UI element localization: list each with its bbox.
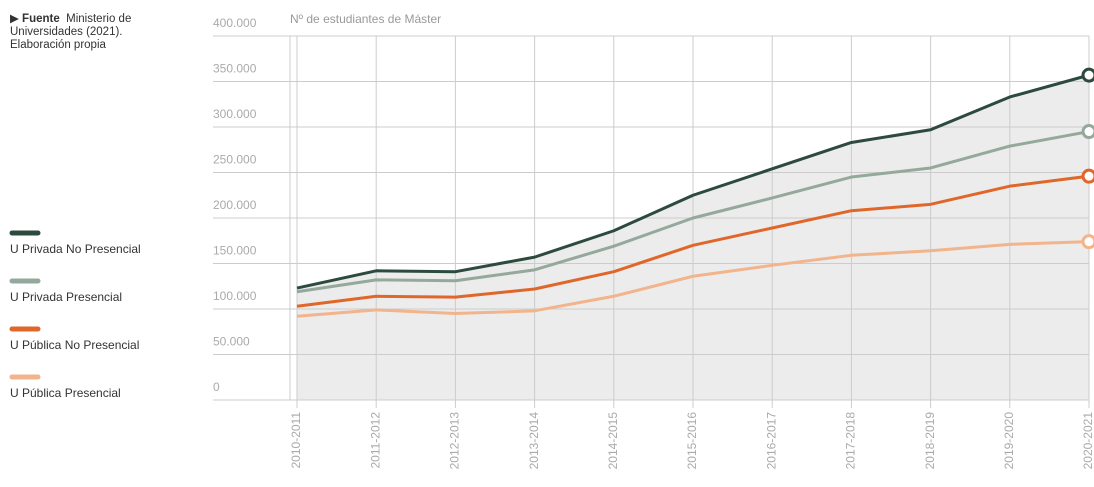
end-marker	[1081, 234, 1094, 250]
y-tick-label: 0	[213, 380, 220, 394]
x-tick-label: 2019-2020	[1002, 412, 1016, 470]
y-tick-label: 300.000	[213, 107, 257, 121]
legend-label: U Pública No Presencial	[10, 338, 139, 352]
source-text: Ministerio de Universidades (2021). Elab…	[10, 13, 132, 51]
y-tick-label: 350.000	[213, 62, 257, 76]
series-line	[296, 240, 1090, 318]
y-tick-label: 100.000	[213, 289, 257, 303]
legend-label: U Privada No Presencial	[10, 242, 141, 256]
x-tick-label: 2010-2011	[289, 412, 303, 469]
source-label: Fuente	[22, 13, 60, 25]
end-marker	[1081, 124, 1094, 140]
y-tick-label: 200.000	[213, 198, 257, 212]
y-tick-label: 250.000	[213, 153, 257, 167]
x-tick-label: 2014-2015	[606, 412, 620, 470]
series-line	[296, 73, 1090, 290]
x-tick-label: 2017-2018	[844, 412, 858, 470]
series-line	[296, 130, 1090, 294]
x-tick-label: 2018-2019	[923, 412, 937, 470]
legend-label: U Privada Presencial	[10, 290, 122, 304]
x-tick-label: 2015-2016	[685, 412, 699, 470]
y-tick-label: 400.000	[213, 16, 257, 30]
series-line	[296, 174, 1090, 308]
end-marker	[1081, 168, 1094, 184]
end-marker	[1081, 67, 1094, 83]
y-axis-label: Nº de estudiantes de Máster	[290, 12, 441, 26]
x-tick-label: 2013-2014	[527, 412, 541, 470]
x-tick-label: 2020-2021	[1081, 412, 1094, 470]
source: ▶ Fuente Ministerio de Universidades (20…	[10, 13, 132, 51]
x-tick-label: 2012-2013	[448, 412, 462, 470]
y-tick-label: 150.000	[213, 244, 257, 258]
x-tick-label: 2011-2012	[368, 412, 382, 469]
y-tick-label: 50.000	[213, 335, 250, 349]
x-tick-label: 2016-2017	[764, 412, 778, 470]
legend-label: U Pública Presencial	[10, 386, 121, 400]
